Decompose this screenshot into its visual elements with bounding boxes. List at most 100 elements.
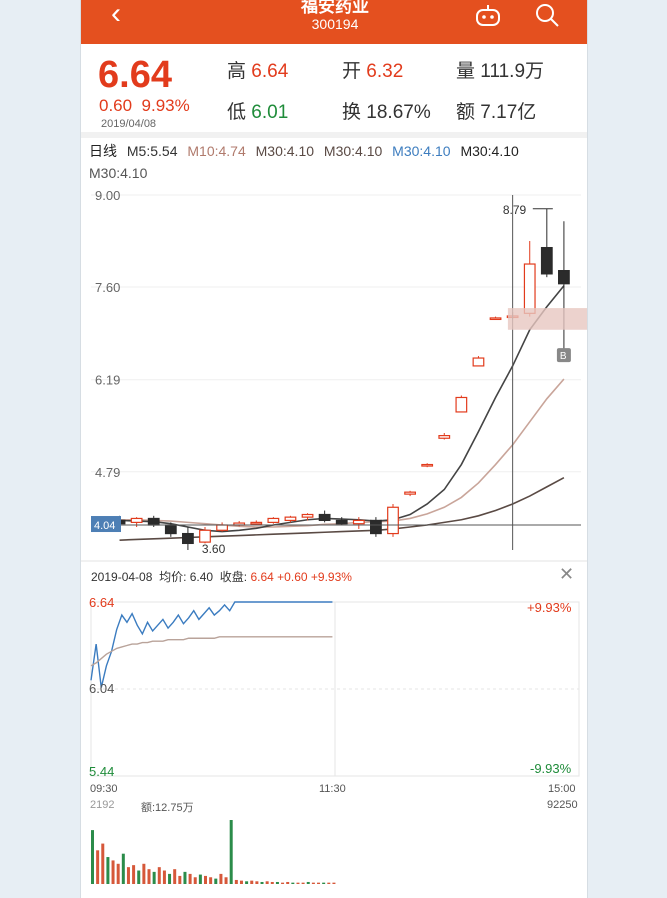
volume-bar [301, 882, 305, 884]
volume-amount: 额:12.75万 [141, 802, 194, 814]
candle [523, 263, 536, 314]
time-noon: 11:30 [319, 783, 346, 795]
volume-bar [250, 880, 254, 884]
volume-bar [296, 882, 300, 884]
candle [199, 529, 211, 543]
high-stat: 高 6.64 [227, 61, 289, 82]
ma5-line [119, 285, 565, 533]
amount-stat: 额 7.17亿 [456, 102, 537, 123]
y-tick-label: 6.19 [95, 373, 120, 388]
volume-bar [219, 873, 223, 884]
intraday-top-price: 6.64 [89, 595, 115, 610]
volume-bar [188, 873, 192, 884]
volume-bar [306, 881, 310, 884]
search-icon[interactable] [533, 2, 563, 28]
candle [284, 516, 297, 522]
price-tag-bg [91, 516, 121, 533]
candle [301, 513, 314, 518]
time-open: 09:30 [90, 783, 118, 795]
volume-bar [132, 865, 136, 884]
b-tag: B [560, 351, 567, 362]
volume-bar [173, 869, 177, 884]
candle [267, 517, 280, 523]
volume-bar [96, 850, 100, 884]
candle [421, 463, 434, 467]
y-tick-label: 4.79 [95, 465, 120, 480]
time-close: 15:00 [548, 783, 576, 795]
price-line [90, 601, 333, 688]
intraday-bottom-pct: -9.93% [530, 761, 572, 776]
volume-bar [204, 875, 208, 884]
volume-bar [260, 881, 264, 884]
close-icon[interactable]: ✕ [559, 564, 575, 584]
volume-bar [275, 881, 279, 884]
volume-bar [270, 881, 274, 884]
volume-bar [245, 881, 249, 884]
volume-bar [317, 882, 321, 884]
volume-bar [255, 881, 259, 884]
volume-bar [116, 863, 120, 884]
current-price: 6.64 [98, 54, 172, 96]
divider [81, 132, 587, 138]
volume-bar [291, 882, 295, 884]
quote-date: 2019/04/08 [101, 118, 157, 130]
kline-chart[interactable]: 9.00 7.60 6.19 4.79 4.04 8.79 3.60 B [81, 185, 588, 560]
volume-bar [234, 879, 238, 884]
low-stat: 低 6.01 [227, 102, 289, 123]
volume-bar [126, 867, 130, 884]
volume-bar [281, 882, 285, 884]
candle [130, 517, 143, 523]
stock-name: 福安药业 [301, 0, 369, 16]
intraday-bottom-price: 5.44 [89, 764, 115, 779]
volume-bar [147, 869, 151, 884]
volume-bar [332, 882, 336, 884]
ma10-line [119, 378, 565, 528]
volume-bar [265, 881, 269, 884]
volume-bar [198, 874, 202, 884]
volume-bar [229, 820, 233, 884]
open-stat: 开 6.32 [342, 61, 404, 82]
highlight-zone [507, 308, 587, 330]
intraday-chart[interactable] [81, 592, 588, 782]
volume-bar [111, 860, 115, 884]
volume-bar [214, 878, 218, 884]
divider [81, 560, 587, 562]
app-frame: ‹ 福安药业 300194 6.64 0.60 9.93% 2019/04/08… [80, 0, 588, 898]
volume-bar [224, 877, 228, 884]
candle [558, 270, 570, 285]
robot-icon[interactable] [473, 2, 503, 28]
volume-bar [193, 877, 197, 884]
intraday-base-price: 6.04 [89, 681, 115, 696]
volume-bar [327, 882, 331, 884]
intraday-top-pct: +9.93% [527, 600, 572, 615]
min-mark: 3.60 [202, 542, 226, 556]
volume-bar [209, 877, 213, 884]
candle [335, 519, 348, 525]
top-bar: ‹ 福安药业 300194 [81, 0, 587, 44]
volume-bar [157, 867, 161, 884]
chevron-left-icon[interactable]: ‹ [111, 0, 121, 30]
candle [147, 517, 160, 526]
stock-code: 300194 [311, 16, 359, 32]
candle [216, 524, 228, 531]
volume-bar [239, 880, 243, 884]
price-tag: 4.04 [94, 520, 115, 532]
volume-left: 2192 [90, 799, 115, 811]
avg-line [90, 636, 333, 667]
candle [540, 246, 553, 275]
candle [352, 519, 365, 525]
ma-legend: 日线 M5:5.54 M10:4.74 M30:4.10 M30:4.10 M3… [89, 143, 519, 159]
candle [438, 435, 451, 439]
volume-bar [91, 830, 94, 884]
volume-bar [311, 882, 315, 884]
y-tick-label: 7.60 [95, 280, 120, 295]
intraday-header: 2019-04-08 均价: 6.40 收盘: 6.64 +0.60 +9.93… [91, 570, 352, 584]
candle [489, 317, 502, 321]
volume-bar [162, 870, 166, 884]
y-tick-label: 9.00 [95, 188, 120, 203]
intraday-volume-chart [91, 820, 336, 884]
volume-bar [168, 873, 172, 884]
volume-bar [101, 843, 105, 884]
volume-bar [142, 863, 146, 884]
ma30-line [119, 476, 565, 541]
